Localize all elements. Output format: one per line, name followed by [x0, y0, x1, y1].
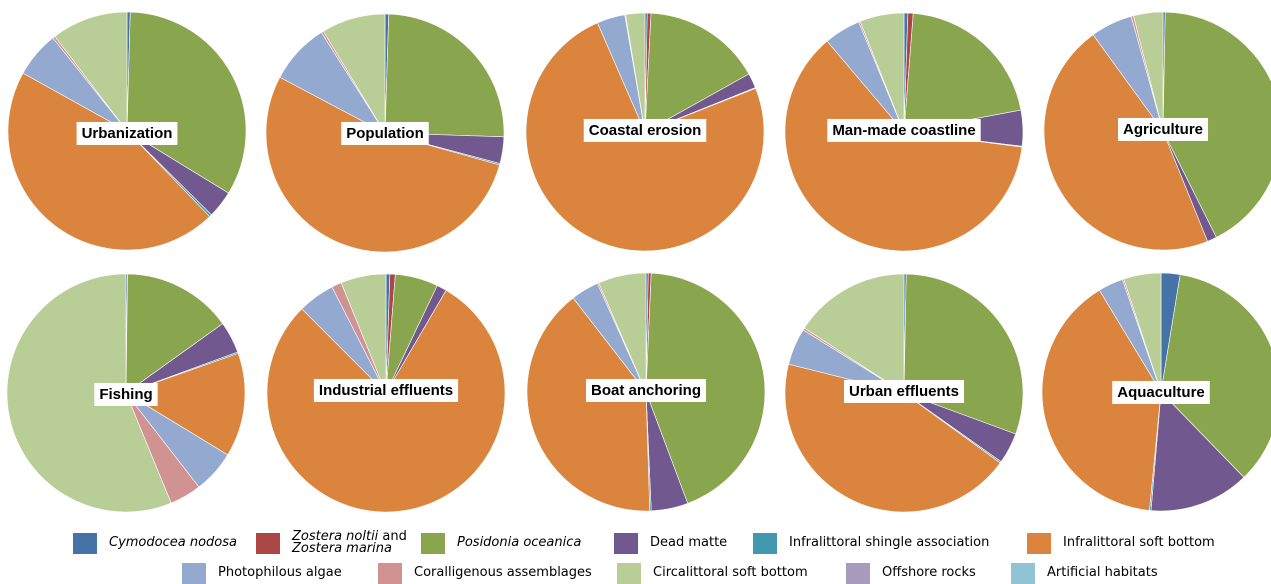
legend-label: Dead matte: [650, 535, 728, 550]
legend: Cymodocea nodosa Zostera noltii and Zost…: [0, 526, 1271, 584]
pie-urbanization: Urbanization: [7, 11, 247, 251]
pie-slice: [1160, 274, 1271, 478]
pie-slice: [7, 72, 211, 251]
pie-label: Fishing: [99, 386, 152, 403]
pie-slice: [625, 12, 646, 133]
legend-label: Cymodocea nodosa: [109, 535, 237, 550]
pie-slice: [803, 273, 905, 394]
legend-swatch: [617, 562, 641, 584]
pie-label: Population: [346, 125, 424, 142]
pie-population: Population: [265, 13, 505, 253]
legend-swatch: [73, 532, 97, 554]
pie-charts-svg: Urbanization Population Coastal erosion Man…: [6, 11, 1271, 513]
pie-label: Aquaculture: [1117, 384, 1205, 401]
legend-label: Offshore rocks: [882, 565, 976, 580]
pie-label: Urbanization: [82, 125, 173, 142]
legend-label: Circalittoral soft bottom: [653, 565, 808, 580]
legend-label: Artificial habitats: [1047, 565, 1158, 580]
pie-slice: [384, 13, 505, 138]
pie-label-box: [843, 379, 965, 403]
pie-slice: [1133, 11, 1164, 132]
legend-swatch: [1027, 532, 1051, 554]
pie-slice: [265, 76, 500, 253]
pie-label: Urban effluents: [849, 383, 959, 400]
pie-slice: [1150, 391, 1245, 512]
legend-item-offshore-rocks: Offshore rocks: [846, 562, 976, 584]
pie-label: Boat anchoring: [591, 382, 701, 399]
pie-boat-anchoring: Boat anchoring: [526, 272, 766, 512]
pie-label-box: [76, 121, 178, 145]
legend-item-infralittoral-shingle: Infralittoral shingle association: [753, 532, 989, 554]
pie-slice: [598, 272, 647, 393]
legend-swatch: [846, 562, 870, 584]
pie-slice: [54, 11, 128, 132]
pie-slice: [125, 273, 224, 394]
legend-item-circalittoral: Circalittoral soft bottom: [617, 562, 808, 584]
pie-label: Man-made coastline: [832, 122, 975, 139]
pie-label-box: [313, 378, 459, 402]
pie-label: Industrial effluents: [319, 382, 453, 399]
legend-item-posidonia-oceanica: Posidonia oceanica: [421, 532, 581, 554]
pie-slice: [6, 273, 172, 513]
pie-slice: [784, 363, 1001, 513]
pie-label-box: [341, 121, 429, 145]
legend-swatch: [753, 532, 777, 554]
legend-swatch: [378, 562, 402, 584]
legend-item-dead-matte: Dead matte: [614, 532, 727, 554]
pie-slice: [1162, 11, 1271, 238]
pie-slice: [859, 12, 905, 133]
legend-label: Zostera marina: [292, 541, 392, 556]
pie-slice: [903, 13, 1022, 133]
pie-slice: [322, 13, 386, 135]
pie-fishing: Fishing: [6, 273, 246, 513]
pie-slice: [1043, 34, 1208, 251]
pie-label-box: [827, 118, 981, 142]
pie-label-box: [94, 382, 158, 406]
legend-swatch: [614, 532, 638, 554]
legend-label: Infralittoral shingle association: [789, 535, 990, 550]
legend-swatch: [421, 532, 445, 554]
legend-label: and: [378, 529, 407, 544]
pie-slice: [1041, 289, 1162, 511]
pie-agriculture: Agriculture: [1043, 11, 1271, 251]
legend-label: Zostera noltii: [292, 529, 379, 544]
pie-label-box: [1117, 117, 1209, 141]
pie-industrial-effluents: Industrial effluents: [266, 273, 506, 513]
pie-charts-area: Urbanization Population Coastal erosion Man…: [6, 11, 1271, 513]
pie-label-box: [1112, 380, 1210, 404]
legend-label: Coralligenous assemblages: [414, 565, 592, 580]
pie-urban-effluents: Urban effluents: [784, 273, 1024, 513]
pie-label: Agriculture: [1123, 121, 1203, 138]
pie-slice: [126, 11, 247, 194]
pie-slice: [1123, 272, 1162, 393]
pie-coastal-erosion: Coastal erosion: [525, 12, 765, 252]
pie-slice: [125, 353, 246, 456]
pie-label-box: [583, 118, 707, 142]
legend-swatch: [256, 532, 280, 554]
legend-label: Photophilous algae: [218, 565, 342, 580]
legend-item-artificial-habitats: Artificial habitats: [1011, 562, 1158, 584]
pie-slice: [526, 297, 651, 512]
pie-label-box: [585, 378, 707, 402]
legend-swatch: [182, 562, 206, 584]
legend-item-cymodocea-nodosa: Cymodocea nodosa: [73, 532, 237, 554]
pie-slice: [340, 273, 387, 394]
legend-swatch: [1011, 562, 1035, 584]
legend-item-infralittoral-soft-bottom: Infralittoral soft bottom: [1027, 532, 1215, 554]
pie-man-made-coastline: Man-made coastline: [784, 12, 1024, 252]
legend-label: Posidonia oceanica: [457, 535, 582, 550]
pie-label: Coastal erosion: [589, 122, 702, 139]
pie-slice: [784, 40, 1023, 252]
pie-slice: [644, 12, 750, 133]
legend-item-coralligenous: Coralligenous assemblages: [378, 562, 592, 584]
pie-aquaculture: Aquaculture: [1041, 272, 1271, 512]
legend-item-photophilous-algae: Photophilous algae: [182, 562, 342, 584]
legend-label: Infralittoral soft bottom: [1063, 535, 1215, 550]
legend-item-zostera: Zostera noltii and Zostera marina: [256, 529, 407, 556]
